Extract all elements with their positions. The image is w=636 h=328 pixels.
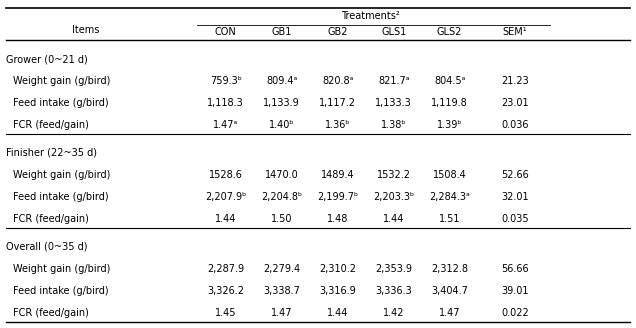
Text: 1.40ᵇ: 1.40ᵇ xyxy=(269,120,294,130)
Text: 23.01: 23.01 xyxy=(501,98,529,108)
Text: 1489.4: 1489.4 xyxy=(321,170,354,180)
Text: Treatments²: Treatments² xyxy=(341,11,400,21)
Text: 56.66: 56.66 xyxy=(501,264,529,274)
Text: 0.036: 0.036 xyxy=(501,120,529,130)
Text: 2,353.9: 2,353.9 xyxy=(375,264,412,274)
Text: 3,336.3: 3,336.3 xyxy=(375,286,412,296)
Text: FCR (feed/gain): FCR (feed/gain) xyxy=(13,308,88,318)
Text: Feed intake (g/bird): Feed intake (g/bird) xyxy=(13,286,108,296)
Text: FCR (feed/gain): FCR (feed/gain) xyxy=(13,214,88,224)
Text: 3,316.9: 3,316.9 xyxy=(319,286,356,296)
Text: 1,118.3: 1,118.3 xyxy=(207,98,244,108)
Text: 759.3ᵇ: 759.3ᵇ xyxy=(210,76,242,86)
Text: 0.022: 0.022 xyxy=(501,308,529,318)
Text: 1.50: 1.50 xyxy=(271,214,293,224)
Text: 1.42: 1.42 xyxy=(383,308,404,318)
Text: 804.5ᵃ: 804.5ᵃ xyxy=(434,76,466,86)
Text: 1.48: 1.48 xyxy=(327,214,349,224)
Text: 1.36ᵇ: 1.36ᵇ xyxy=(325,120,350,130)
Text: 1.39ᵇ: 1.39ᵇ xyxy=(437,120,462,130)
Text: 2,310.2: 2,310.2 xyxy=(319,264,356,274)
Text: 821.7ᵃ: 821.7ᵃ xyxy=(378,76,410,86)
Text: Weight gain (g/bird): Weight gain (g/bird) xyxy=(13,76,110,86)
Text: 3,326.2: 3,326.2 xyxy=(207,286,244,296)
Text: Weight gain (g/bird): Weight gain (g/bird) xyxy=(13,170,110,180)
Text: GLS2: GLS2 xyxy=(437,27,462,37)
Text: 1.45: 1.45 xyxy=(215,308,237,318)
Text: GLS1: GLS1 xyxy=(381,27,406,37)
Text: Grower (0~21 d): Grower (0~21 d) xyxy=(6,54,88,64)
Text: FCR (feed/gain): FCR (feed/gain) xyxy=(13,120,88,130)
Text: 3,338.7: 3,338.7 xyxy=(263,286,300,296)
Text: 2,199.7ᵇ: 2,199.7ᵇ xyxy=(317,192,358,202)
Text: Overall (0~35 d): Overall (0~35 d) xyxy=(6,242,88,252)
Text: 1.38ᵇ: 1.38ᵇ xyxy=(381,120,406,130)
Text: 52.66: 52.66 xyxy=(501,170,529,180)
Text: 1,133.3: 1,133.3 xyxy=(375,98,412,108)
Text: 21.23: 21.23 xyxy=(501,76,529,86)
Text: 39.01: 39.01 xyxy=(501,286,529,296)
Text: 2,203.3ᵇ: 2,203.3ᵇ xyxy=(373,192,414,202)
Text: 1508.4: 1508.4 xyxy=(432,170,467,180)
Text: 1.44: 1.44 xyxy=(215,214,237,224)
Text: Items: Items xyxy=(72,25,100,35)
Text: 820.8ᵃ: 820.8ᵃ xyxy=(322,76,354,86)
Text: 3,404.7: 3,404.7 xyxy=(431,286,468,296)
Text: CON: CON xyxy=(215,27,237,37)
Text: 1532.2: 1532.2 xyxy=(377,170,411,180)
Text: 1528.6: 1528.6 xyxy=(209,170,243,180)
Text: GB1: GB1 xyxy=(272,27,292,37)
Text: 1.47: 1.47 xyxy=(271,308,293,318)
Text: 2,284.3ᵃ: 2,284.3ᵃ xyxy=(429,192,470,202)
Text: 1.47: 1.47 xyxy=(439,308,460,318)
Text: 1,119.8: 1,119.8 xyxy=(431,98,468,108)
Text: 2,279.4: 2,279.4 xyxy=(263,264,300,274)
Text: 32.01: 32.01 xyxy=(501,192,529,202)
Text: 1.51: 1.51 xyxy=(439,214,460,224)
Text: 2,207.9ᵇ: 2,207.9ᵇ xyxy=(205,192,246,202)
Text: Feed intake (g/bird): Feed intake (g/bird) xyxy=(13,98,108,108)
Text: 1.44: 1.44 xyxy=(327,308,349,318)
Text: 1,133.9: 1,133.9 xyxy=(263,98,300,108)
Text: 1470.0: 1470.0 xyxy=(265,170,299,180)
Text: SEM¹: SEM¹ xyxy=(503,27,527,37)
Text: Feed intake (g/bird): Feed intake (g/bird) xyxy=(13,192,108,202)
Text: 2,312.8: 2,312.8 xyxy=(431,264,468,274)
Text: Weight gain (g/bird): Weight gain (g/bird) xyxy=(13,264,110,274)
Text: 1,117.2: 1,117.2 xyxy=(319,98,356,108)
Text: GB2: GB2 xyxy=(328,27,348,37)
Text: 2,204.8ᵇ: 2,204.8ᵇ xyxy=(261,192,302,202)
Text: 1.44: 1.44 xyxy=(383,214,404,224)
Text: 1.47ᵃ: 1.47ᵃ xyxy=(213,120,238,130)
Text: Finisher (22~35 d): Finisher (22~35 d) xyxy=(6,148,97,158)
Text: 2,287.9: 2,287.9 xyxy=(207,264,244,274)
Text: 809.4ᵃ: 809.4ᵃ xyxy=(266,76,298,86)
Text: 0.035: 0.035 xyxy=(501,214,529,224)
